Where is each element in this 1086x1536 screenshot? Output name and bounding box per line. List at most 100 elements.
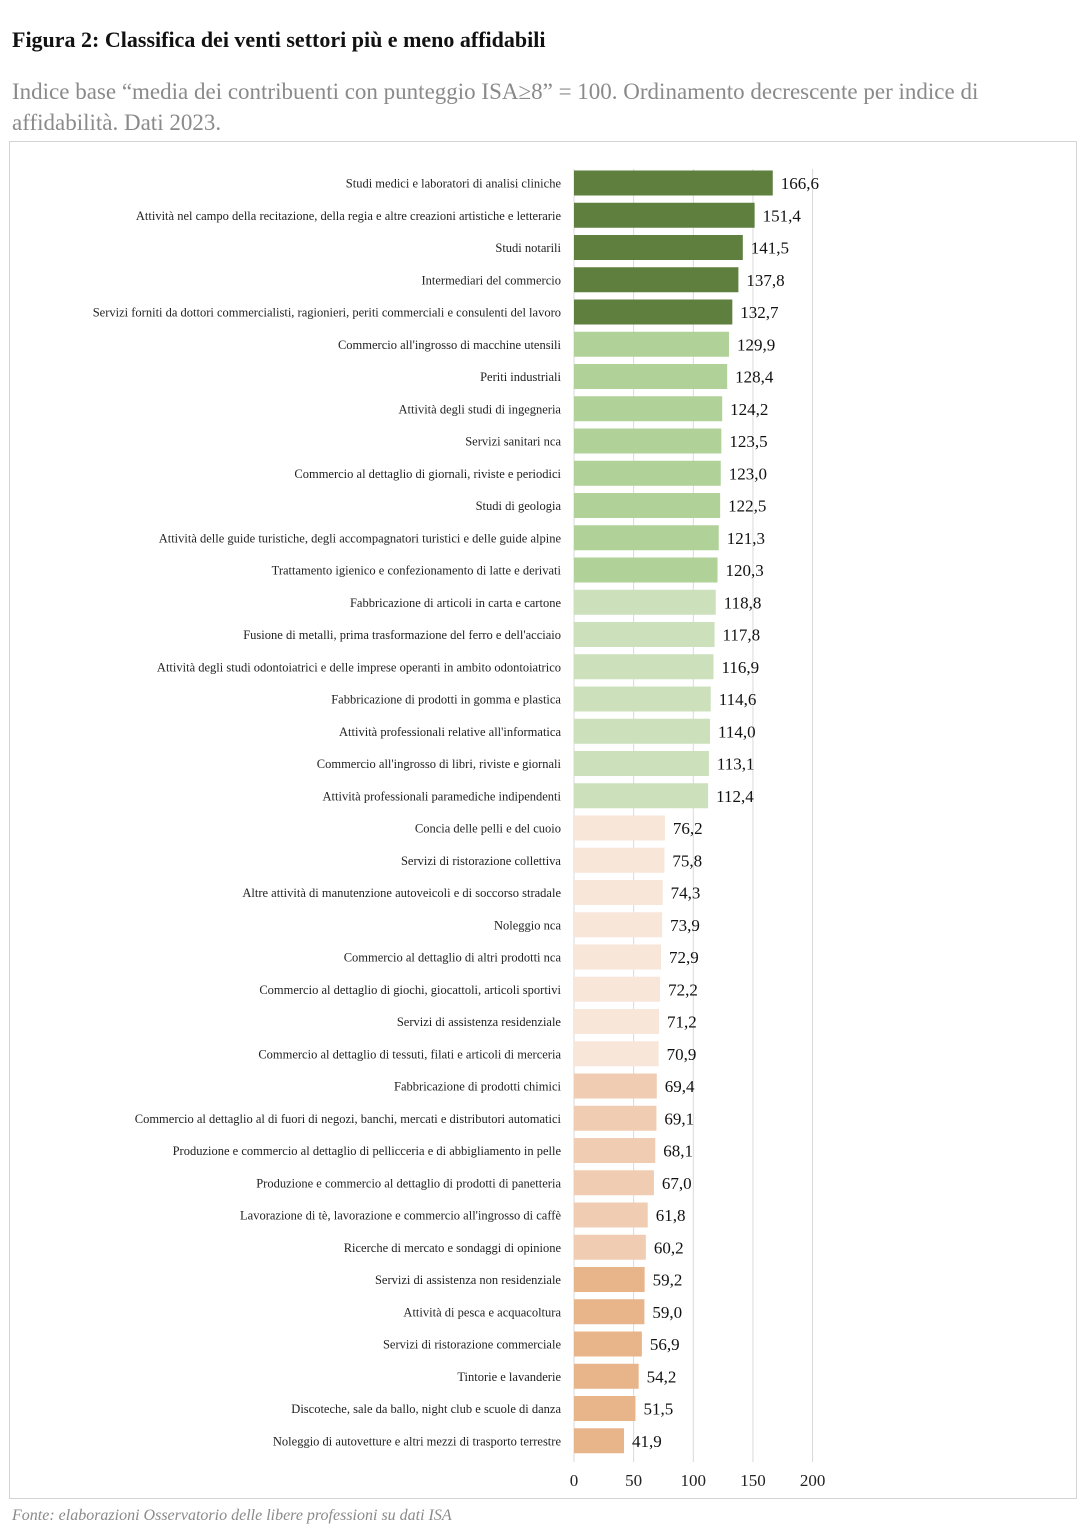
bar	[574, 1331, 642, 1357]
bar	[574, 331, 729, 357]
value-label: 59,0	[652, 1303, 682, 1322]
value-label: 116,9	[721, 658, 759, 677]
category-label: Lavorazione di tè, lavorazione e commerc…	[240, 1209, 561, 1223]
value-label: 67,0	[662, 1174, 692, 1193]
bar	[574, 364, 728, 389]
category-label: Studi notarili	[495, 241, 561, 255]
bar	[574, 976, 661, 1002]
category-label: Servizi sanitari nca	[465, 435, 561, 449]
category-label: Commercio al dettaglio di tessuti, filat…	[258, 1047, 561, 1061]
value-label: 59,2	[653, 1271, 683, 1290]
bar	[574, 428, 722, 454]
bar	[574, 1363, 639, 1389]
bar	[574, 751, 709, 776]
value-label: 123,0	[729, 464, 767, 483]
category-label: Servizi di assistenza non residenziale	[375, 1273, 561, 1287]
value-label: 60,2	[654, 1238, 684, 1257]
category-label: Servizi di ristorazione collettiva	[401, 854, 561, 868]
bar	[574, 525, 719, 551]
category-label: Attività degli studi odontoiatrici e del…	[157, 660, 561, 674]
category-label: Servizi di assistenza residenziale	[397, 1015, 562, 1029]
category-label: Altre attività di manutenzione autoveico…	[242, 886, 561, 900]
bar	[574, 1105, 657, 1131]
value-label: 132,7	[740, 303, 779, 322]
bar	[574, 1267, 645, 1292]
bar	[574, 1041, 659, 1067]
category-label: Commercio all'ingrosso di libri, riviste…	[317, 757, 562, 771]
bar	[574, 912, 663, 938]
value-label: 141,5	[751, 239, 789, 258]
value-label: 117,8	[723, 626, 761, 645]
x-tick-label: 50	[625, 1471, 642, 1490]
category-label: Attività nel campo della recitazione, de…	[136, 209, 562, 223]
value-label: 128,4	[735, 368, 774, 387]
value-label: 137,8	[746, 271, 784, 290]
value-label: 73,9	[670, 916, 700, 935]
bar	[574, 396, 723, 422]
value-label: 74,3	[671, 884, 701, 903]
category-label: Attività degli studi di ingegneria	[399, 402, 562, 416]
category-label: Fusione di metalli, prima trasformazione…	[243, 628, 561, 642]
value-label: 72,9	[669, 948, 699, 967]
value-label: 72,2	[668, 980, 698, 999]
value-label: 69,4	[665, 1077, 695, 1096]
bar	[574, 686, 711, 712]
value-label: 69,1	[664, 1109, 694, 1128]
bar	[574, 202, 755, 228]
category-label: Servizi di ristorazione commerciale	[383, 1338, 562, 1352]
bar	[574, 654, 714, 680]
value-label: 118,8	[724, 593, 762, 612]
bar	[574, 1428, 624, 1454]
category-label: Trattamento igienico e confezionamento d…	[272, 564, 562, 578]
value-label: 121,3	[727, 529, 765, 548]
category-label: Noleggio nca	[494, 918, 561, 932]
bar	[574, 815, 665, 841]
value-label: 75,8	[672, 851, 702, 870]
category-label: Attività professionali relative all'info…	[339, 725, 561, 739]
x-tick-label: 0	[570, 1471, 579, 1490]
bar	[574, 267, 739, 293]
x-tick-label: 150	[740, 1471, 766, 1490]
bar	[574, 235, 743, 260]
category-label: Commercio all'ingrosso di macchine utens…	[338, 338, 562, 352]
bar	[574, 1170, 654, 1196]
bar	[574, 1396, 636, 1421]
figure-subtitle: Indice base “media dei contribuenti con …	[12, 79, 979, 135]
category-label: Periti industriali	[480, 370, 561, 384]
value-label: 56,9	[650, 1335, 680, 1354]
bar	[574, 1073, 657, 1099]
category-label: Attività professionali paramediche indip…	[323, 789, 562, 803]
value-label: 61,8	[656, 1206, 686, 1225]
category-label: Tintorie e lavanderie	[457, 1370, 561, 1384]
category-label: Studi medici e laboratori di analisi cli…	[346, 177, 562, 191]
value-label: 54,2	[647, 1367, 677, 1386]
figure-title: Figura 2: Classifica dei venti settori p…	[12, 27, 546, 52]
value-label: 151,4	[763, 206, 802, 225]
category-label: Ricerche di mercato e sondaggi di opinio…	[344, 1241, 562, 1255]
bar-chart: 0 50 100 150 200 Studi medici e laboratori di…	[93, 169, 826, 1490]
value-label: 123,5	[729, 432, 767, 451]
category-label: Discoteche, sale da ballo, night club e …	[291, 1402, 561, 1416]
category-label: Commercio al dettaglio di giornali, rivi…	[294, 467, 561, 481]
source-note: Fonte: elaborazioni Osservatorio delle l…	[12, 1507, 452, 1524]
category-label: Fabbricazione di prodotti chimici	[394, 1080, 561, 1094]
bar	[574, 847, 665, 873]
category-label: Fabbricazione di articoli in carta e car…	[350, 596, 561, 610]
category-label: Servizi forniti da dottori commercialist…	[93, 306, 561, 320]
bar	[574, 460, 721, 486]
bar	[574, 880, 663, 905]
value-label: 51,5	[643, 1400, 673, 1419]
category-label: Attività di pesca e acquacoltura	[403, 1305, 561, 1319]
bar	[574, 718, 711, 744]
category-label: Produzione e commercio al dettaglio di p…	[256, 1176, 561, 1190]
value-label: 68,1	[663, 1142, 693, 1161]
bar	[574, 299, 733, 325]
bar	[574, 783, 709, 809]
category-label: Fabbricazione di prodotti in gomma e pla…	[331, 693, 561, 707]
value-label: 122,5	[728, 497, 766, 516]
value-label: 112,4	[716, 787, 754, 806]
category-label: Intermediari del commercio	[421, 273, 561, 287]
x-tick-label: 200	[800, 1471, 826, 1490]
category-label: Attività delle guide turistiche, degli a…	[159, 531, 562, 545]
bar	[574, 1202, 648, 1228]
